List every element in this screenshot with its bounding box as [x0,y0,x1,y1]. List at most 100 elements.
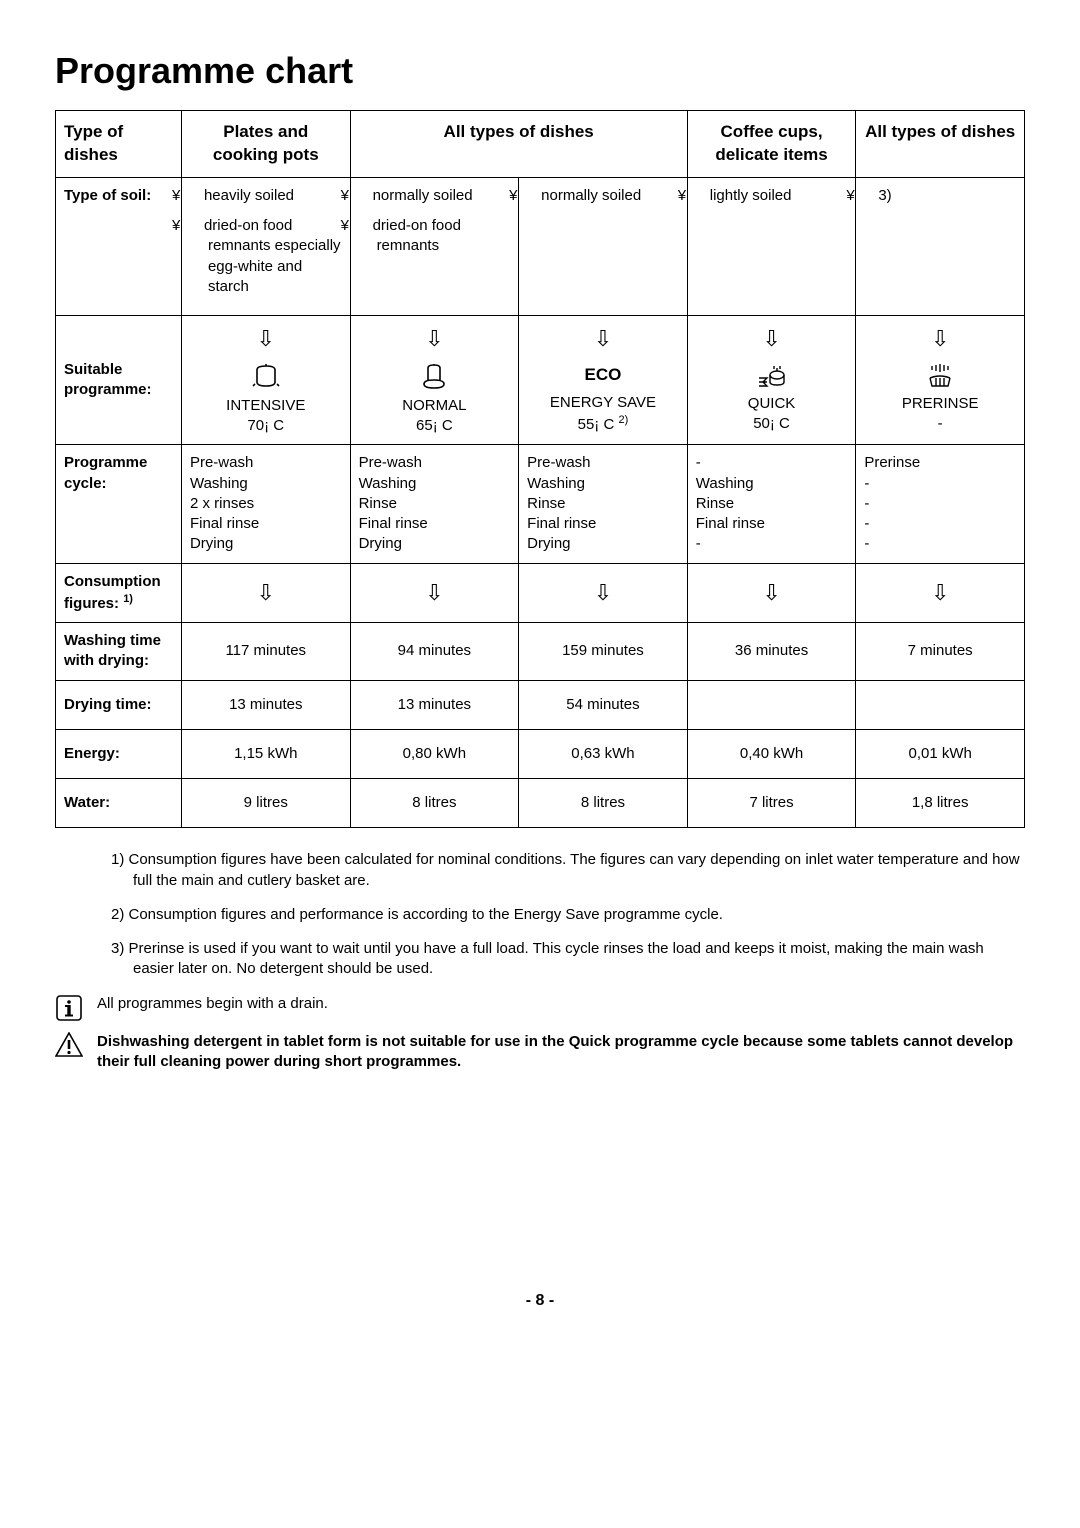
data-cell: 1,15 kWh [181,729,350,778]
page-number: - 8 - [55,1292,1025,1310]
soil-label: Type of soil: [56,177,182,315]
soil-cell: ¥lightly soiled [687,177,856,315]
drying-time-row: Drying time: 13 minutes 13 minutes 54 mi… [56,680,1025,729]
footnote-ref: 1) [123,593,133,605]
bullet-icon: ¥ [527,186,541,206]
programme-cell: NORMAL 65¡ C [350,362,519,445]
programme-name: PRERINSE [864,394,1016,414]
header-label: Type of dishes [56,111,182,178]
cycle-row: Programme cycle: Pre-wash Washing 2 x ri… [56,445,1025,563]
cycle-cell: Prerinse - - - - [856,445,1025,563]
bullet-icon: ¥ [190,216,204,236]
soil-text: heavily soiled [204,187,294,204]
data-cell: 1,8 litres [856,779,1025,828]
cycle-cell: Pre-wash Washing Rinse Final rinse Dryin… [350,445,519,563]
data-cell: 0,40 kWh [687,729,856,778]
soil-text: 3) [878,187,891,204]
soil-text: lightly soiled [710,187,792,204]
arrow-cell: ⇩ [519,316,688,362]
quick-icon [757,364,787,388]
programme-cell: INTENSIVE 70¡ C [181,362,350,445]
programme-name: INTENSIVE [190,396,342,416]
programme-row: INTENSIVE 70¡ C NORMAL 65¡ C ECO ENERGY … [56,362,1025,445]
consumption-label: Consumption figures: 1) [56,563,182,623]
normal-icon [420,364,448,390]
data-cell: 0,80 kWh [350,729,519,778]
info-icon [55,994,83,1022]
down-arrow-icon: ⇩ [594,324,612,354]
soil-text: normally soiled [373,187,473,204]
energy-label: Energy: [56,729,182,778]
data-cell: 13 minutes [181,680,350,729]
soil-text: normally soiled [541,187,641,204]
page-title: Programme chart [55,50,1025,92]
soil-cell: ¥heavily soiled ¥dried-on food remnants … [181,177,350,315]
programme-temp: 65¡ C [359,416,511,436]
down-arrow-icon: ⇩ [762,324,780,354]
water-row: Water: 9 litres 8 litres 8 litres 7 litr… [56,779,1025,828]
data-cell: 0,63 kWh [519,729,688,778]
info-note-row: All programmes begin with a drain. [55,994,1025,1022]
warning-icon [55,1032,83,1058]
consumption-row: Consumption figures: 1) ⇩ ⇩ ⇩ ⇩ ⇩ [56,563,1025,623]
data-cell [687,680,856,729]
header-col: All types of dishes [856,111,1025,178]
data-cell: 7 minutes [856,623,1025,681]
arrow-cell: ⇩ [856,316,1025,362]
data-cell: 8 litres [519,779,688,828]
programme-temp: 50¡ C [696,414,848,434]
footnotes: 1) Consumption ﬁgures have been calculat… [111,850,1025,979]
bullet-icon: ¥ [696,186,710,206]
data-cell: 13 minutes [350,680,519,729]
header-col: Coffee cups, delicate items [687,111,856,178]
bullet-icon: ¥ [359,186,373,206]
cycle-cell: Pre-wash Washing 2 x rinses Final rinse … [181,445,350,563]
data-cell: 159 minutes [519,623,688,681]
footnote: 2) Consumption ﬁgures and performance is… [111,905,1025,925]
down-arrow-icon: ⇩ [257,578,275,608]
bullet-icon: ¥ [864,186,878,206]
data-cell [856,680,1025,729]
soil-cell: ¥3) [856,177,1025,315]
arrow-cell: ⇩ [181,563,350,623]
cycle-label: Programme cycle: [56,445,182,563]
header-col: All types of dishes [350,111,687,178]
washing-time-label: Washing time with drying: [56,623,182,681]
soil-cell: ¥normally soiled [519,177,688,315]
down-arrow-icon: ⇩ [594,578,612,608]
footnote: 3) Prerinse is used if you want to wait … [111,939,1025,980]
soil-text: dried-on food remnants especially egg-wh… [204,217,341,295]
soil-row: Type of soil: ¥heavily soiled ¥dried-on … [56,177,1025,315]
arrow-cell: ⇩ [687,563,856,623]
data-cell: 0,01 kWh [856,729,1025,778]
footnote-ref: 2) [618,414,628,426]
warning-note-text: Dishwashing detergent in tablet form is … [97,1032,1025,1073]
down-arrow-icon: ⇩ [762,578,780,608]
data-cell: 8 litres [350,779,519,828]
arrow-cell: ⇩ [350,563,519,623]
programme-name: ENERGY SAVE [527,393,679,413]
programme-table: Type of dishes Plates and cooking pots A… [55,110,1025,828]
warning-note-row: Dishwashing detergent in tablet form is … [55,1032,1025,1073]
data-cell: 94 minutes [350,623,519,681]
bullet-icon: ¥ [359,216,373,236]
data-cell: 54 minutes [519,680,688,729]
drying-time-label: Drying time: [56,680,182,729]
programme-label: Suitable programme: [56,316,182,445]
arrow-cell: ⇩ [519,563,688,623]
programme-name: NORMAL [359,396,511,416]
arrow-cell: ⇩ [687,316,856,362]
data-cell: 7 litres [687,779,856,828]
cycle-cell: - Washing Rinse Final rinse - [687,445,856,563]
data-cell: 36 minutes [687,623,856,681]
down-arrow-icon: ⇩ [931,324,949,354]
cycle-cell: Pre-wash Washing Rinse Final rinse Dryin… [519,445,688,563]
arrow-cell: ⇩ [181,316,350,362]
down-arrow-icon: ⇩ [257,324,275,354]
data-cell: 9 litres [181,779,350,828]
arrow-cell: ⇩ [856,563,1025,623]
eco-label: ECO [527,364,679,387]
down-arrow-icon: ⇩ [425,324,443,354]
water-label: Water: [56,779,182,828]
washing-time-row: Washing time with drying: 117 minutes 94… [56,623,1025,681]
